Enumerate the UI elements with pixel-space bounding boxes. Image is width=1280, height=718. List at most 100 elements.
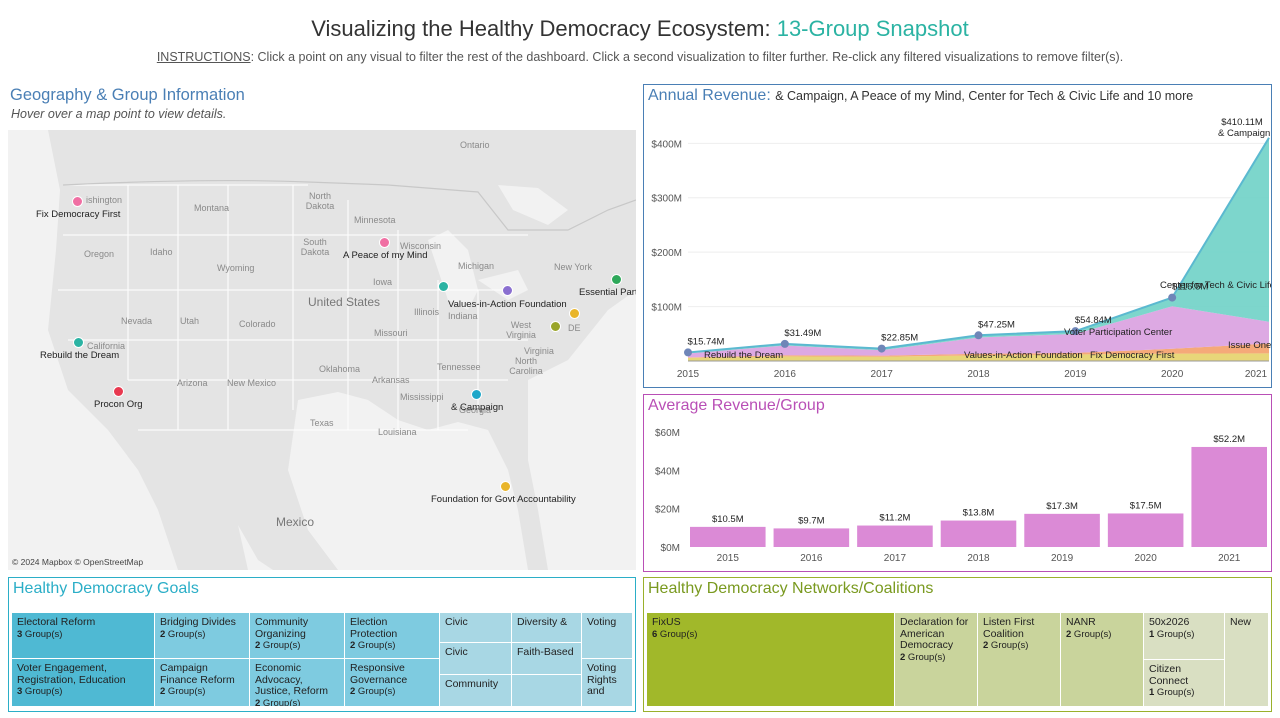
goal-cell[interactable]: Voting Rights and: [582, 659, 633, 707]
goal-cell[interactable]: Economic Advocacy, Justice, Reform 2 Grou…: [250, 659, 345, 707]
map-point-label: A Peace of my Mind: [343, 250, 428, 261]
goal-cell[interactable]: Voter Engagement, Registration, Educatio…: [12, 659, 155, 707]
map-state-label: California: [87, 341, 126, 351]
y-tick-label: $20M: [655, 505, 680, 516]
geo-title: Geography & Group Information: [10, 86, 245, 104]
map-point[interactable]: [72, 196, 83, 207]
map-state-label: North Dakota: [305, 191, 335, 211]
x-tick-label: 2016: [800, 553, 823, 564]
x-tick-label: 2019: [1051, 553, 1074, 564]
total-label: $15.74M: [688, 336, 725, 347]
goal-cell[interactable]: [512, 675, 582, 707]
average-revenue-panel: Average Revenue/Group $0M $20M $40M $60M $10…: [643, 394, 1272, 572]
series-annotation: Values-in-Action Foundation: [964, 350, 1083, 361]
goal-label: Community Organizing: [255, 616, 309, 640]
network-label: Declaration for American Democracy: [900, 616, 969, 651]
y-tick-label: $60M: [655, 428, 680, 439]
goal-cell[interactable]: Responsive Governance 2 Group(s): [345, 659, 440, 707]
network-count: 6 Group(s): [652, 629, 889, 641]
goals-title: Healthy Democracy Goals: [13, 580, 199, 597]
network-cell[interactable]: New: [1225, 613, 1269, 707]
network-count-suffix: Group(s): [1154, 687, 1195, 698]
goal-cell[interactable]: Community Organizing 2 Group(s): [250, 613, 345, 659]
x-tick-label: 2021: [1245, 369, 1268, 380]
goal-cell[interactable]: Voting: [582, 613, 633, 659]
map[interactable]: United States Mexico ishington Montana N…: [8, 130, 636, 570]
annual-revenue-subtitle: & Campaign, A Peace of my Mind, Center f…: [775, 89, 1194, 103]
map-state-label: Iowa: [373, 277, 393, 287]
goal-cell[interactable]: Electoral Reform 3 Group(s): [12, 613, 155, 659]
annual-revenue-title: Annual Revenue: & Campaign, A Peace of m…: [648, 87, 1193, 105]
area-series: [688, 306, 1269, 358]
map-point[interactable]: [73, 337, 84, 348]
total-label: $22.85M: [881, 333, 918, 344]
network-cell[interactable]: Citizen Connect 1 Group(s): [1144, 660, 1225, 707]
map-state-label: North Carolina: [509, 356, 543, 376]
goal-count-number: 2: [160, 628, 166, 640]
network-count: 1 Group(s): [1149, 629, 1219, 641]
goal-cell[interactable]: Civic: [440, 613, 512, 643]
network-cell[interactable]: FixUS 6 Group(s): [647, 613, 895, 707]
goal-cell[interactable]: Diversity &: [512, 613, 582, 643]
bar: [940, 520, 1017, 547]
map-state-label: Michigan: [458, 261, 495, 271]
goal-label: Responsive Governance: [350, 662, 408, 686]
networks-treemap: FixUS 6 Group(s) Declaration for American …: [647, 613, 1269, 707]
network-label: FixUS: [652, 616, 681, 628]
network-cell[interactable]: 50x2026 1 Group(s): [1144, 613, 1225, 660]
goal-count-suffix: Group(s): [260, 697, 301, 707]
goal-cell[interactable]: Campaign Finance Reform 2 Group(s): [155, 659, 250, 707]
goal-count: 2 Group(s): [160, 629, 244, 641]
goal-count-suffix: Group(s): [22, 628, 63, 640]
total-point: [684, 348, 692, 357]
network-count-number: 2: [1066, 628, 1072, 640]
map-point[interactable]: [438, 281, 449, 292]
goal-label: Voting: [587, 616, 617, 628]
goal-cell[interactable]: Faith-Based: [512, 643, 582, 675]
map-point-label: Foundation for Govt Accountability: [431, 494, 576, 505]
map-point[interactable]: [379, 237, 390, 248]
map-state-label: Georgia: [459, 405, 492, 415]
series-annotation: Center for Tech & Civic Life: [1160, 280, 1271, 291]
goal-cell[interactable]: Bridging Divides 2 Group(s): [155, 613, 250, 659]
network-cell[interactable]: Listen First Coalition 2 Group(s): [978, 613, 1061, 707]
map-point[interactable]: [502, 285, 513, 296]
goal-cell[interactable]: Community: [440, 675, 512, 707]
bar: [857, 525, 933, 547]
annual-revenue-chart[interactable]: $100M $200M $300M $400M $15.74M $31.49M $22.85…: [644, 107, 1271, 387]
goal-count-number: 2: [255, 697, 261, 707]
goal-count-suffix: Group(s): [355, 640, 396, 651]
total-point: [1071, 327, 1080, 336]
total-label: $54.84M: [1075, 315, 1112, 326]
goal-count-suffix: Group(s): [165, 686, 206, 697]
bar-value-label: $11.2M: [879, 513, 910, 524]
x-tick-label: 2020: [1161, 369, 1184, 380]
map-state-label: Texas: [310, 418, 334, 428]
map-state-label: West Virginia: [506, 320, 536, 340]
networks-panel: Healthy Democracy Networks/Coalitions Fi…: [643, 577, 1272, 712]
geo-subtitle: Hover over a map point to view details.: [11, 107, 227, 121]
map-point[interactable]: [113, 386, 124, 397]
goal-label: Electoral Reform: [17, 616, 96, 628]
map-point[interactable]: [471, 389, 482, 400]
title-accent: 13-Group Snapshot: [776, 16, 969, 41]
map-point[interactable]: [611, 274, 622, 285]
map-point[interactable]: [550, 321, 561, 332]
goal-cell[interactable]: Election Protection 2 Group(s): [345, 613, 440, 659]
series-annotation: & Campaign: [1218, 128, 1270, 139]
series-annotation: Fix Democracy First: [1090, 350, 1175, 361]
map-point[interactable]: [569, 308, 580, 319]
map-country-label: United States: [308, 295, 381, 309]
network-cell[interactable]: NANR 2 Group(s): [1061, 613, 1144, 707]
x-tick-label: 2018: [967, 553, 990, 564]
goal-cell[interactable]: Civic: [440, 643, 512, 675]
map-point[interactable]: [500, 481, 511, 492]
map-state-label: Arizona: [177, 378, 208, 388]
x-tick-label: 2016: [774, 369, 797, 380]
bar-value-label: $52.2M: [1213, 434, 1245, 445]
average-revenue-chart[interactable]: $0M $20M $40M $60M $10.5M 2015 $9.7M 2016 $11.2M…: [644, 419, 1271, 571]
goal-count-suffix: Group(s): [165, 628, 206, 640]
goal-count: 2 Group(s): [350, 640, 434, 652]
network-cell[interactable]: Declaration for American Democracy 2 Grou…: [895, 613, 978, 707]
